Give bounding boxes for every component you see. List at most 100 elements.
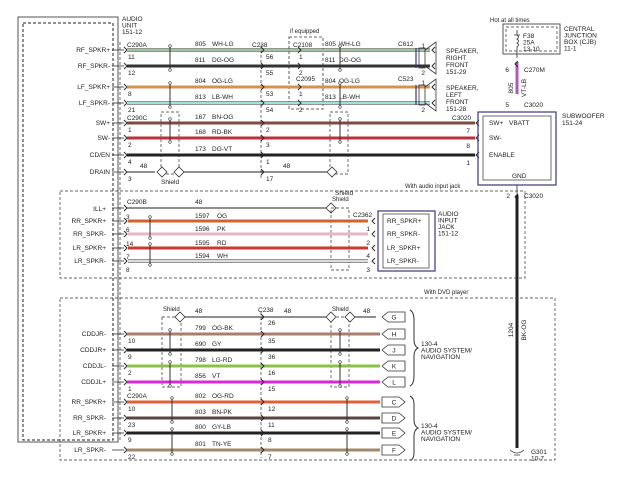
- circuit-number: 800: [195, 424, 206, 431]
- twist-end-icon: [338, 352, 342, 356]
- circuit-number: 798: [195, 357, 206, 364]
- connector-arrow-icon: [260, 414, 265, 422]
- connector-label: C270M: [524, 67, 545, 74]
- pin-number: 2: [266, 127, 270, 134]
- wire-color-code: OG-LG: [339, 78, 360, 85]
- pin-number: 11: [268, 422, 275, 429]
- wire-color-code: RD: [217, 240, 227, 247]
- wire-color-code: VT: [212, 373, 220, 380]
- connector-cavity-icon: [381, 412, 406, 424]
- twist-end-icon: [148, 263, 152, 267]
- pin-number: 1: [421, 43, 425, 50]
- audio-unit-label: 151-12: [122, 29, 143, 36]
- wire-color-code: PK: [217, 226, 226, 233]
- speaker-label: FRONT: [446, 99, 468, 106]
- signal-label: RR_SPKR-: [73, 231, 106, 238]
- twist-end-icon: [338, 328, 342, 332]
- signal-label: RF_SPKR-: [78, 63, 110, 70]
- connector-arrow-icon: [260, 330, 265, 338]
- connector-arrow-icon: [297, 83, 302, 91]
- signal-label: CDDJL+: [81, 379, 106, 386]
- cjb-label: CENTRAL: [564, 26, 595, 33]
- signal-label: CDDJR+: [80, 347, 106, 354]
- circuit-number: 1596: [195, 226, 210, 233]
- audio-unit-label: AUDIO: [122, 16, 143, 23]
- signal-label: LF_SPKR-: [79, 100, 110, 107]
- pin-number: 26: [268, 320, 276, 327]
- device-label: NAVIGATION: [421, 436, 460, 443]
- twist-end-icon: [338, 68, 342, 72]
- circuit-number: 48: [140, 163, 148, 170]
- shield-icon: [173, 166, 185, 178]
- brace-icon: [409, 309, 420, 387]
- circuit-number: 690: [195, 341, 206, 348]
- connector-label: C290B: [127, 199, 147, 206]
- circuit-number: 48: [195, 199, 203, 206]
- connector-label: C2108: [293, 42, 313, 49]
- signal-label: LF_SPKR+: [77, 84, 110, 91]
- twist-end-icon: [345, 452, 349, 456]
- speaker-coil-icon: [418, 84, 426, 106]
- pin-number: 53: [266, 91, 274, 98]
- connector-letter: C: [392, 400, 397, 407]
- device-label: 130-4: [421, 423, 438, 430]
- pin-number: 1: [128, 127, 132, 134]
- connector-arrow-icon: [371, 257, 376, 265]
- connector-cavity-icon: [381, 344, 406, 356]
- speaker-label: SPEAKER,: [446, 85, 479, 92]
- pin-number: 8: [128, 91, 132, 98]
- circuit-number: 805: [325, 41, 336, 48]
- device-label: AUDIO SYSTEM/: [421, 348, 472, 355]
- audio-input-jack-group: [59, 190, 526, 279]
- circuit-number: 804: [325, 78, 336, 85]
- connector-label: C3020: [524, 193, 544, 200]
- speaker-label: 151-28: [446, 106, 467, 113]
- speaker-left-front: [418, 78, 437, 112]
- connector-arrow-icon: [260, 99, 265, 107]
- connector-label: C290C: [127, 115, 148, 122]
- audio-input-jack-box: [377, 210, 436, 272]
- connector-arrow-icon: [431, 83, 436, 91]
- audio-unit-label: UNIT: [122, 23, 137, 30]
- circuit-number: 48: [363, 308, 371, 315]
- speaker-cone-icon: [424, 41, 437, 75]
- connector-arrow-icon: [260, 46, 265, 54]
- connector-arrow-icon: [260, 83, 265, 91]
- circuit-number: 168: [195, 129, 206, 136]
- signal-label: RF_SPKR+: [76, 47, 110, 54]
- pin-number: 2: [366, 240, 370, 247]
- shield-label: Shield: [332, 307, 349, 313]
- circuit-number: 805: [508, 82, 515, 93]
- pin-number: 2: [128, 370, 132, 377]
- wire-color-code: BK-OG: [521, 320, 528, 341]
- connector-arrow-icon: [123, 134, 128, 142]
- circuit-number: 48: [284, 308, 292, 315]
- device-label: 130-4: [421, 341, 438, 348]
- connector-arrow-icon: [123, 217, 128, 225]
- signal-label: CD/EN: [90, 152, 111, 159]
- circuit-number: 804: [195, 78, 206, 85]
- connector-arrow-icon: [260, 62, 265, 70]
- wire-color-code: WH-LG: [339, 41, 361, 48]
- connector-cavity-icon: [381, 427, 406, 439]
- wire-color-code: DG-OG: [339, 57, 361, 64]
- twist-end-icon: [338, 81, 342, 85]
- pin-number: 7: [268, 454, 272, 461]
- twist-end-icon: [148, 236, 152, 240]
- connector-cavity-icon: [381, 396, 406, 408]
- pin-number: 35: [268, 338, 276, 345]
- speaker-label: RIGHT: [446, 55, 466, 62]
- shield-box: [161, 316, 182, 388]
- connector-arrow-icon: [123, 151, 128, 159]
- pin-number: 8: [268, 437, 272, 444]
- pin-number: 17: [266, 176, 274, 183]
- wire-color-code: RD-BK: [212, 129, 233, 136]
- pin-number: 12: [268, 406, 276, 413]
- wire-color-code: OG: [217, 213, 227, 220]
- connector-arrow-icon: [260, 362, 265, 370]
- pin-number: 2: [421, 70, 425, 77]
- dvd-player-group: [59, 297, 556, 461]
- circuit-number: 48: [195, 308, 203, 315]
- signal-label: ILL+: [93, 206, 106, 213]
